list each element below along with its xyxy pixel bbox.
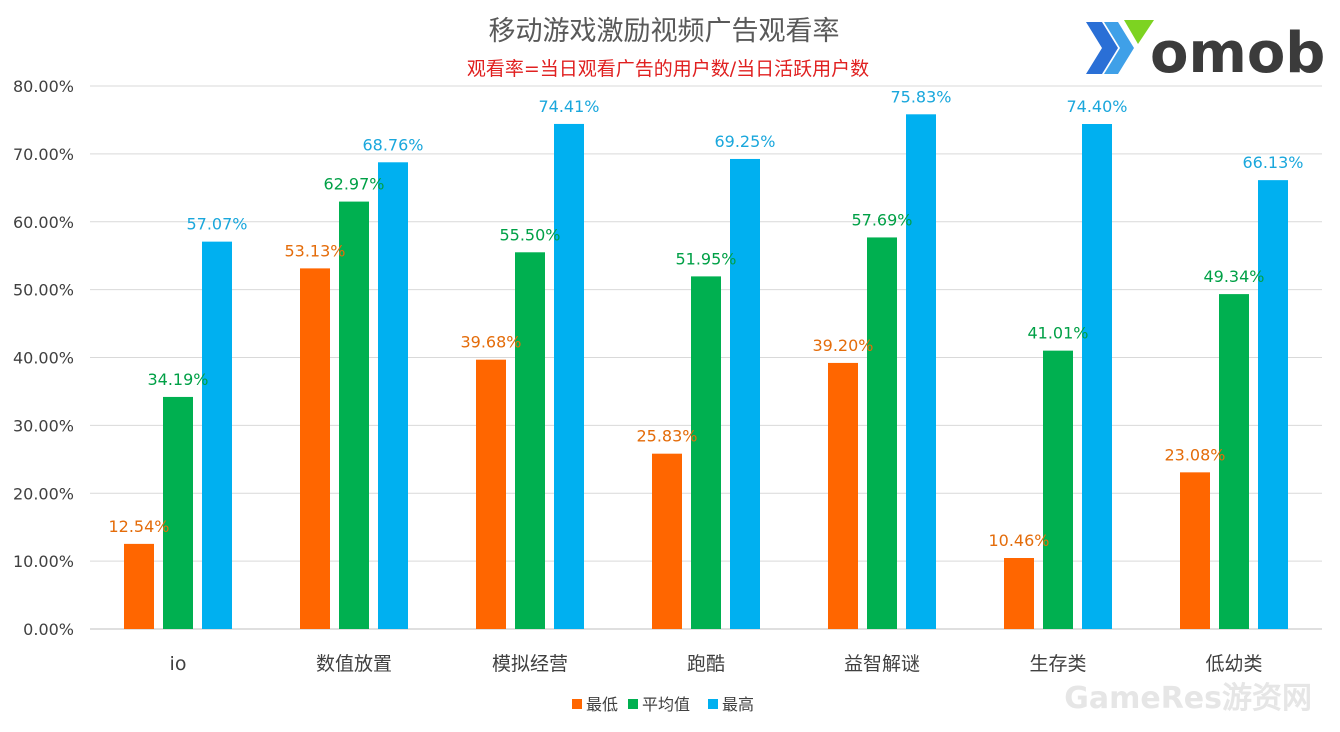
- data-label: 12.54%: [108, 517, 169, 536]
- data-label: 25.83%: [636, 427, 697, 446]
- logo-text: omob: [1150, 21, 1325, 86]
- y-tick-label: 40.00%: [13, 349, 74, 368]
- y-axis: 0.00% 10.00% 20.00% 30.00% 40.00% 50.00% 60.00…: [13, 77, 74, 639]
- legend-label: 最高: [722, 695, 754, 714]
- bar: [124, 543, 154, 629]
- legend-swatch: [708, 699, 718, 709]
- bar: [867, 237, 897, 629]
- chart-title: 移动游戏激励视频广告观看率: [489, 16, 840, 47]
- chart-subtitle: 观看率=当日观看广告的用户数/当日活跃用户数: [467, 58, 869, 80]
- data-label: 75.83%: [890, 87, 951, 106]
- x-tick-label: 跑酷: [687, 653, 725, 675]
- bar: [378, 162, 408, 629]
- data-label: 39.68%: [460, 333, 521, 352]
- data-label: 39.20%: [812, 336, 873, 355]
- bar: [300, 268, 330, 629]
- bar: [828, 362, 858, 629]
- data-label: 62.97%: [323, 175, 384, 194]
- x-axis: io 数值放置 模拟经营 跑酷 益智解谜 生存类 低幼类: [170, 653, 1263, 675]
- bar: [202, 241, 232, 629]
- yomob-logo: omob: [1086, 20, 1325, 86]
- bar: [1082, 124, 1112, 629]
- y-tick-label: 50.00%: [13, 281, 74, 300]
- legend-swatch: [628, 699, 638, 709]
- data-label: 68.76%: [362, 135, 423, 154]
- data-labels: 12.54% 34.19% 57.07% 53.13% 62.97% 68.76% 39.6…: [108, 87, 1303, 550]
- bar: [476, 359, 506, 629]
- bar: [1043, 350, 1073, 629]
- data-label: 49.34%: [1203, 267, 1264, 286]
- data-label: 41.01%: [1027, 324, 1088, 343]
- bar: [1219, 294, 1249, 629]
- data-label: 55.50%: [499, 225, 560, 244]
- bar: [554, 123, 584, 629]
- data-label: 34.19%: [147, 370, 208, 389]
- legend-label: 平均值: [642, 695, 690, 714]
- bar: [730, 158, 760, 629]
- bar: [1004, 558, 1034, 629]
- x-tick-label: io: [170, 653, 187, 675]
- logo-chevron-cyan: [1104, 22, 1134, 74]
- data-label: 69.25%: [714, 132, 775, 151]
- legend-swatch: [572, 699, 582, 709]
- logo-triangle-green: [1124, 20, 1154, 44]
- x-tick-label: 低幼类: [1205, 653, 1262, 675]
- watermark: GameRes游资网: [1064, 681, 1312, 716]
- x-tick-label: 生存类: [1029, 653, 1086, 675]
- bar: [906, 114, 936, 629]
- y-tick-label: 20.00%: [13, 484, 74, 503]
- x-tick-label: 益智解谜: [844, 653, 920, 675]
- x-tick-label: 数值放置: [316, 653, 392, 675]
- data-label: 57.07%: [186, 215, 247, 234]
- data-label: 23.08%: [1164, 445, 1225, 464]
- bar: [691, 276, 721, 629]
- logo-chevron-blue: [1086, 22, 1118, 74]
- x-tick-label: 模拟经营: [492, 653, 568, 675]
- data-label: 53.13%: [284, 241, 345, 260]
- legend-label: 最低: [586, 695, 618, 714]
- data-label: 57.69%: [851, 210, 912, 229]
- y-tick-label: 0.00%: [23, 620, 74, 639]
- y-tick-label: 70.00%: [13, 145, 74, 164]
- bar: [652, 453, 682, 629]
- data-label: 10.46%: [988, 531, 1049, 550]
- y-tick-label: 10.00%: [13, 552, 74, 571]
- data-label: 66.13%: [1242, 153, 1303, 172]
- bars: [124, 114, 1288, 629]
- bar: [339, 201, 369, 629]
- data-label: 51.95%: [675, 249, 736, 268]
- y-tick-label: 30.00%: [13, 416, 74, 435]
- y-tick-label: 60.00%: [13, 213, 74, 232]
- data-label: 74.40%: [1066, 97, 1127, 116]
- bar: [1258, 180, 1288, 629]
- y-tick-label: 80.00%: [13, 77, 74, 96]
- data-label: 74.41%: [538, 97, 599, 116]
- bar: [1180, 472, 1210, 629]
- bar: [515, 252, 545, 629]
- legend: 最低 平均值 最高: [572, 695, 754, 714]
- bar: [163, 396, 193, 629]
